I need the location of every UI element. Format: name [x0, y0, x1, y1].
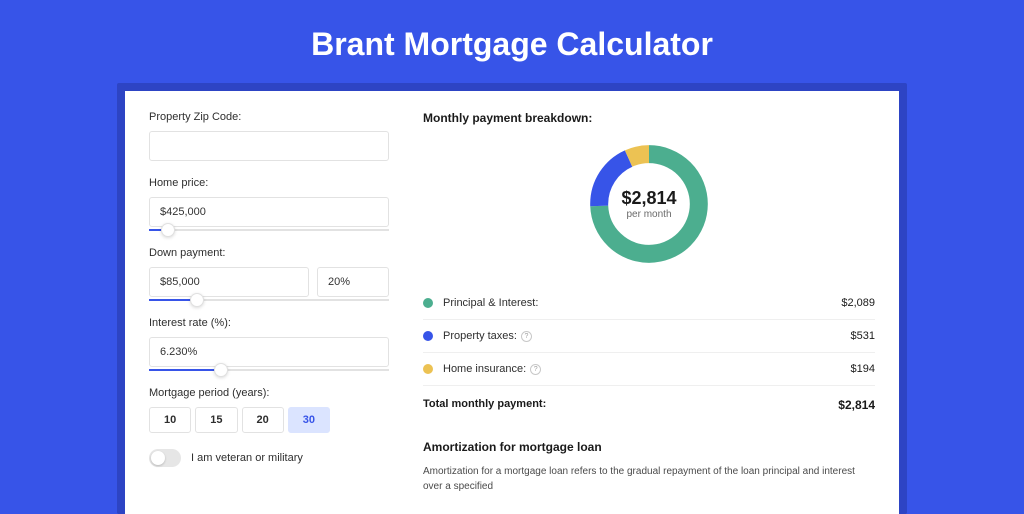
legend-row: Home insurance: ?$194	[423, 353, 875, 386]
veteran-toggle[interactable]	[149, 449, 181, 467]
period-option-15[interactable]: 15	[195, 407, 237, 433]
breakdown-column: Monthly payment breakdown: $2,814 per mo…	[423, 111, 875, 494]
slider-thumb[interactable]	[161, 223, 175, 237]
period-field-group: Mortgage period (years): 10152030	[149, 387, 389, 433]
interest-slider[interactable]	[149, 369, 389, 371]
down-payment-label: Down payment:	[149, 247, 389, 259]
legend-dot	[423, 364, 433, 374]
card-wrapper: Property Zip Code: Home price: Down paym…	[117, 83, 907, 514]
info-icon[interactable]: ?	[530, 364, 541, 375]
veteran-label: I am veteran or military	[191, 452, 303, 464]
period-option-30[interactable]: 30	[288, 407, 330, 433]
donut-center: $2,814 per month	[584, 139, 714, 269]
period-option-10[interactable]: 10	[149, 407, 191, 433]
period-label: Mortgage period (years):	[149, 387, 389, 399]
legend-row: Principal & Interest:$2,089	[423, 287, 875, 320]
donut-chart: $2,814 per month	[584, 139, 714, 269]
input-column: Property Zip Code: Home price: Down paym…	[149, 111, 389, 494]
home-price-input[interactable]	[149, 197, 389, 227]
interest-label: Interest rate (%):	[149, 317, 389, 329]
info-icon[interactable]: ?	[521, 331, 532, 342]
down-payment-percent-input[interactable]	[317, 267, 389, 297]
toggle-knob	[151, 451, 165, 465]
legend-value: $194	[851, 363, 875, 375]
interest-field-group: Interest rate (%):	[149, 317, 389, 371]
zip-input[interactable]	[149, 131, 389, 161]
legend-row: Property taxes: ?$531	[423, 320, 875, 353]
home-price-slider[interactable]	[149, 229, 389, 231]
total-value: $2,814	[838, 398, 875, 412]
legend-value: $531	[851, 330, 875, 342]
home-price-label: Home price:	[149, 177, 389, 189]
total-row: Total monthly payment: $2,814	[423, 386, 875, 430]
total-label: Total monthly payment:	[423, 398, 838, 412]
slider-thumb[interactable]	[190, 293, 204, 307]
zip-label: Property Zip Code:	[149, 111, 389, 123]
down-payment-field-group: Down payment:	[149, 247, 389, 301]
legend-label: Principal & Interest:	[443, 297, 841, 309]
legend-value: $2,089	[841, 297, 875, 309]
down-payment-amount-input[interactable]	[149, 267, 309, 297]
legend: Principal & Interest:$2,089Property taxe…	[423, 287, 875, 386]
zip-field-group: Property Zip Code:	[149, 111, 389, 161]
breakdown-title: Monthly payment breakdown:	[423, 111, 875, 125]
veteran-toggle-row: I am veteran or military	[149, 449, 389, 467]
legend-label: Home insurance: ?	[443, 363, 851, 375]
interest-input[interactable]	[149, 337, 389, 367]
calculator-card: Property Zip Code: Home price: Down paym…	[125, 91, 899, 514]
donut-center-amount: $2,814	[621, 188, 676, 209]
legend-dot	[423, 298, 433, 308]
down-payment-slider[interactable]	[149, 299, 389, 301]
amortization-body: Amortization for a mortgage loan refers …	[423, 464, 875, 494]
period-option-20[interactable]: 20	[242, 407, 284, 433]
period-options: 10152030	[149, 407, 389, 433]
page-title: Brant Mortgage Calculator	[0, 0, 1024, 83]
legend-dot	[423, 331, 433, 341]
donut-center-sub: per month	[626, 209, 671, 220]
donut-chart-wrap: $2,814 per month	[423, 139, 875, 269]
legend-label: Property taxes: ?	[443, 330, 851, 342]
slider-thumb[interactable]	[214, 363, 228, 377]
amortization-title: Amortization for mortgage loan	[423, 440, 875, 454]
home-price-field-group: Home price:	[149, 177, 389, 231]
